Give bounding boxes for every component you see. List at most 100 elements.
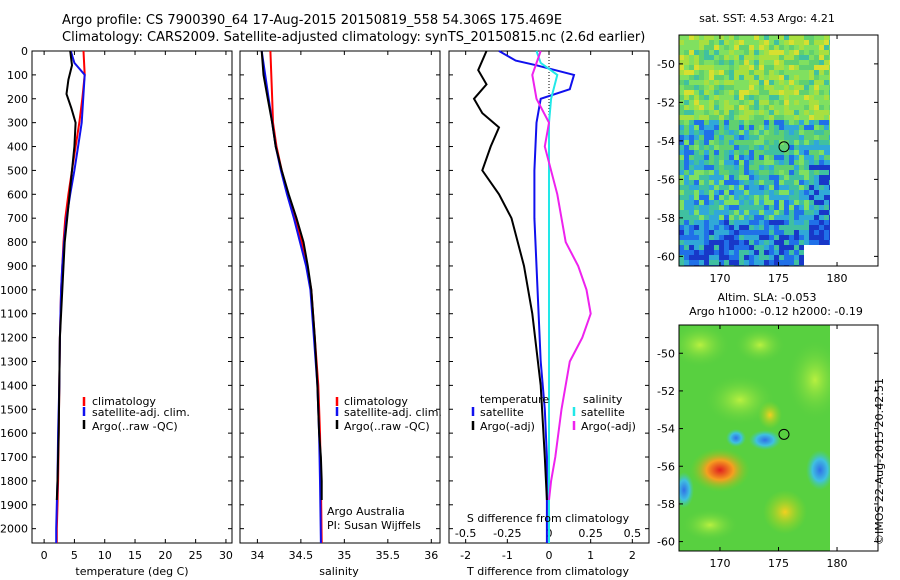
x-tick-label: 5 [71,549,78,562]
lon-tick-label: 180 [827,272,848,285]
salinity-diff-tick-label: 0.5 [624,527,642,540]
series-line-blue [498,50,576,543]
depth-tick-label: 1400 [0,379,28,392]
depth-tick-label: 1500 [0,403,28,416]
annotation-argo-australia: Argo Australia [327,505,405,518]
depth-tick-label: 200 [7,93,28,106]
temperature-legend: climatology satellite-adj. clim. Argo(..… [82,395,190,433]
legend-t-satellite: satellite [480,406,524,419]
depth-tick-label: 1000 [0,284,28,297]
temperature-axis-label: temperature (deg C) [75,565,188,578]
lat-tick-label: -50 [657,347,675,360]
depth-tick-label: 400 [7,141,28,154]
legend-climatology: climatology [344,395,408,408]
series-line-black [55,50,77,501]
series-line-red [269,50,323,544]
lat-tick-label: -56 [657,173,675,186]
lat-tick-label: -58 [657,212,675,225]
x-tick-label: 2 [629,549,636,562]
legend-s-argo: Argo(-adj) [581,420,636,433]
legend-argo: Argo(..raw -QC) [344,420,430,433]
lat-tick-label: -56 [657,460,675,473]
depth-tick-label: 0 [21,45,28,58]
sst-map-title: sat. SST: 4.53 Argo: 4.21 [699,12,835,25]
lat-tick-label: -54 [657,423,675,436]
x-tick-label: 25 [189,549,203,562]
depth-tick-label: 1900 [0,499,28,512]
depth-tick-label: 1200 [0,332,28,345]
depth-tick-label: 100 [7,69,28,82]
legend-argo: Argo(..raw -QC) [92,420,178,433]
annotation-pi: PI: Susan Wijffels [327,519,421,532]
depth-tick-label: 600 [7,188,28,201]
lat-tick-label: -50 [657,58,675,71]
depth-tick-label: 2000 [0,523,28,536]
salinity-diff-tick-label: -0.5 [455,527,476,540]
x-tick-label: 0 [546,549,553,562]
x-tick-label: 15 [128,549,142,562]
x-tick-label: 36 [424,549,438,562]
salinity-plot-frame [239,50,441,544]
sst-heatmap [679,35,830,266]
temperature-plot-frame [31,50,233,544]
lat-tick-label: -60 [657,250,675,263]
series-line-blue [55,50,86,543]
x-tick-label: -2 [460,549,471,562]
lat-tick-label: -58 [657,498,675,511]
t-difference-axis-label: T difference from climatology [466,565,629,578]
salinity-difference-label: S difference from climatology [467,512,630,525]
sst-map-axes: -50 -52 -54 -56 -58 -60 170 175 180 [657,35,878,285]
series-line-magenta [531,50,592,501]
sla-heatmap [679,325,830,551]
depth-tick-label: 800 [7,236,28,249]
depth-tick-label: 300 [7,117,28,130]
depth-tick-label: 1800 [0,475,28,488]
legend-t-argo: Argo(-adj) [480,420,535,433]
figure-title-line2: Climatology: CARS2009. Satellite-adjuste… [62,30,646,45]
x-tick-label: 35 [337,549,351,562]
x-tick-label: 30 [219,549,233,562]
lat-tick-label: -52 [657,96,675,109]
imos-credit: ©IMOS 22-Aug-2015 20:42:51 [873,378,886,545]
x-tick-label: -1 [502,549,513,562]
difference-legend: temperature salinity satellite Argo(-adj… [467,393,636,525]
salinity-diff-tick-label: -0.25 [493,527,521,540]
sla-map-title-line2: Argo h1000: -0.12 h2000: -0.19 [689,305,863,318]
x-tick-label: 1 [587,549,594,562]
x-tick-label: 0 [41,549,48,562]
legend-s-satellite: satellite [581,406,625,419]
legend-header-temperature: temperature [480,393,549,406]
legend-climatology: climatology [92,395,156,408]
argo-float-marker [778,428,790,440]
depth-tick-label: 700 [7,212,28,225]
sla-map-axes: -50 -52 -54 -56 -58 -60 170 175 180 [657,325,878,570]
salinity-diff-tick-label: 0.25 [578,527,603,540]
lat-tick-label: -60 [657,536,675,549]
depth-tick-label: 1300 [0,355,28,368]
series-line-black [472,50,548,501]
lon-tick-label: 180 [827,557,848,570]
salinity-axis-label: salinity [319,565,359,578]
x-tick-label: 34 [250,549,264,562]
x-tick-label: 10 [98,549,112,562]
lon-tick-label: 170 [709,272,730,285]
lat-tick-label: -54 [657,135,675,148]
x-tick-label: 34.5 [289,549,314,562]
profile-series [55,50,592,544]
x-tick-label: 20 [158,549,172,562]
argo-float-marker [778,141,790,153]
series-line-black [260,50,323,500]
series-line-cyan [535,50,559,543]
depth-tick-label: 1600 [0,427,28,440]
depth-tick-label: 900 [7,260,28,273]
depth-tick-label: 500 [7,164,28,177]
lon-tick-label: 170 [709,557,730,570]
sla-map-title-line1: Altim. SLA: -0.053 [717,291,816,304]
legend-satellite-adj: satellite-adj. clim. [92,406,190,419]
lon-tick-label: 175 [768,272,789,285]
depth-tick-label: 1700 [0,451,28,464]
depth-tick-label: 1100 [0,308,28,321]
lon-tick-label: 175 [768,557,789,570]
lat-tick-label: -52 [657,385,675,398]
